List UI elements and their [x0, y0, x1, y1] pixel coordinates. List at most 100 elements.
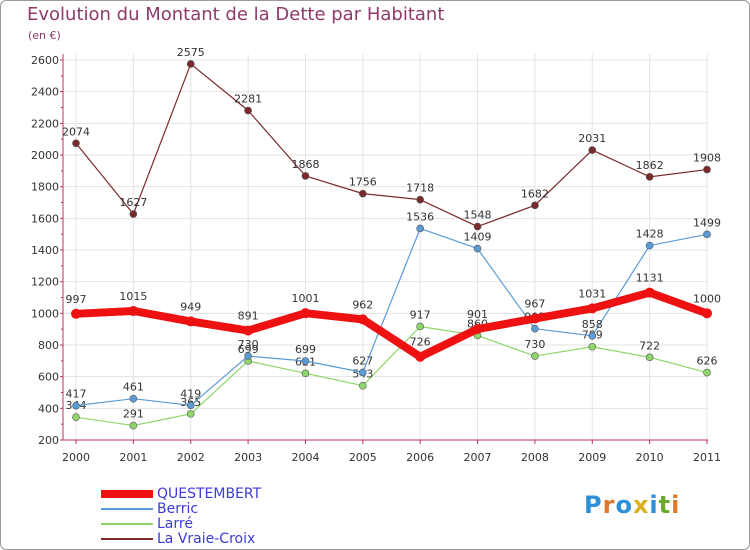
series-line [75, 325, 708, 427]
chart-unit-label: (en €) [28, 29, 61, 42]
x-tick-label: 2000 [62, 451, 90, 464]
data-point [473, 222, 482, 231]
logo-letter: o [615, 491, 633, 519]
x-tick-label: 2010 [636, 451, 664, 464]
data-point [72, 139, 80, 148]
data-point [531, 201, 539, 210]
chart-title: Evolution du Montant de la Dette par Hab… [27, 4, 445, 25]
data-label: 1031 [578, 287, 606, 300]
data-label: 419 [180, 387, 201, 400]
proxiti-logo: Proxiti [584, 491, 680, 519]
data-point [244, 352, 252, 360]
logo-letter: i [671, 491, 681, 519]
data-point [703, 165, 711, 174]
data-label: 2575 [177, 46, 205, 59]
data-point [71, 308, 81, 319]
legend-swatch [101, 489, 153, 498]
data-point [359, 381, 367, 390]
data-label: 1536 [406, 210, 434, 223]
y-tick-label: 2600 [31, 54, 59, 67]
data-point [415, 351, 426, 362]
data-label: 627 [352, 354, 373, 367]
data-point [128, 305, 139, 316]
series-line [75, 227, 708, 407]
data-label: 1001 [291, 292, 319, 305]
data-point [243, 325, 254, 336]
x-tick-label: 2009 [578, 451, 606, 464]
data-point [129, 210, 138, 218]
data-point [186, 60, 195, 68]
data-point [531, 352, 539, 360]
series-line [75, 63, 708, 228]
y-tick-label: 1800 [31, 181, 59, 194]
data-label: 967 [524, 298, 545, 311]
legend-label: Berric [157, 500, 199, 517]
data-point [645, 241, 654, 250]
data-point [301, 369, 310, 378]
data-point [416, 195, 424, 204]
logo-letter: x [632, 491, 650, 519]
logo-letter: P [584, 491, 603, 519]
data-point [531, 324, 539, 333]
data-label: 461 [123, 381, 144, 394]
data-point [359, 368, 367, 377]
data-label: 726 [410, 336, 431, 349]
data-label: 1718 [406, 182, 434, 195]
legend-item: Larré [101, 516, 261, 532]
data-label: 1862 [636, 159, 664, 172]
data-label: 962 [352, 298, 373, 311]
data-point [588, 146, 597, 154]
data-point [301, 357, 310, 365]
x-tick-label: 2006 [406, 451, 434, 464]
data-label: 858 [582, 318, 603, 331]
data-point [588, 332, 597, 340]
data-point [588, 342, 597, 351]
data-label: 1428 [636, 228, 664, 241]
logo-letter: i [649, 491, 659, 519]
data-label: 699 [295, 343, 316, 356]
x-tick-label: 2007 [464, 451, 492, 464]
y-tick-label: 400 [38, 402, 59, 415]
data-point [702, 308, 712, 319]
data-point [300, 308, 311, 319]
legend-swatch [101, 522, 153, 525]
data-label: 917 [410, 308, 431, 321]
data-point [645, 173, 654, 181]
data-point [357, 314, 368, 325]
data-point [473, 244, 482, 253]
x-tick-label: 2011 [693, 451, 721, 464]
data-label: 1131 [636, 272, 664, 285]
data-point [72, 413, 80, 422]
data-point [129, 421, 138, 430]
y-tick-label: 600 [38, 371, 59, 384]
legend-item: QUESTEMBERT [101, 486, 261, 502]
data-point [472, 324, 483, 335]
y-tick-label: 800 [38, 339, 59, 352]
data-label: 417 [66, 388, 87, 401]
data-label: 1409 [464, 231, 492, 244]
data-label: 2281 [234, 93, 262, 106]
legend-swatch [101, 537, 153, 540]
chart-legend: QUESTEMBERT Berric Larré La Vraie-Croix [101, 486, 261, 547]
logo-letter: t [658, 491, 672, 519]
y-tick-label: 1000 [31, 307, 59, 320]
data-point [129, 394, 138, 403]
data-label: 699 [238, 343, 259, 356]
data-point [186, 410, 195, 418]
x-tick-label: 2003 [234, 451, 262, 464]
x-tick-label: 2002 [177, 451, 205, 464]
data-label: 626 [697, 355, 718, 368]
legend-label: La Vraie-Croix [157, 530, 256, 547]
data-point [703, 230, 711, 239]
x-tick-label: 2005 [349, 451, 377, 464]
y-tick-label: 1400 [31, 244, 59, 257]
data-point [416, 224, 424, 233]
data-point [359, 189, 367, 198]
data-label: 1756 [349, 176, 377, 189]
data-label: 291 [123, 408, 144, 421]
data-label: 901 [467, 308, 488, 321]
data-label: 1548 [464, 209, 492, 222]
data-label: 722 [639, 339, 660, 352]
